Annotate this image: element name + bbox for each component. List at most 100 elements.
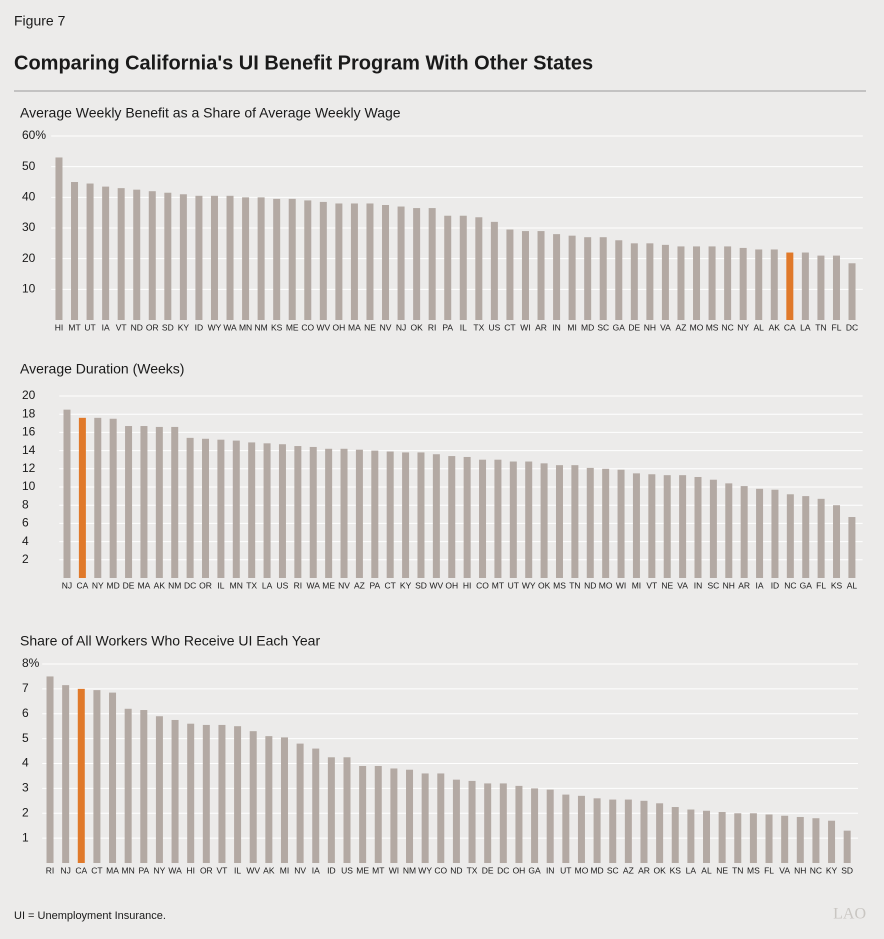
x-tick-label: NE [661,580,673,590]
x-tick-label: NV [380,322,392,332]
x-tick-label: AL [847,580,858,590]
x-tick-label: IL [217,580,224,590]
x-tick-label: ND [584,580,596,590]
x-tick-label: HI [463,580,472,590]
bar [832,255,840,320]
x-tick-label: NC [784,580,796,590]
bar [437,773,445,863]
x-tick-label: CO [476,580,489,590]
x-tick-label: NY [737,322,749,332]
bar [693,246,701,320]
chart-title: Average Duration (Weeks) [20,361,184,377]
bar [257,197,265,320]
bar [739,247,747,320]
x-tick-label: DE [482,865,494,875]
bar [555,465,563,578]
x-tick-label: WI [520,322,530,332]
x-tick-label: UT [560,865,571,875]
x-tick-label: DC [497,865,509,875]
bar [521,231,529,320]
bar [801,252,809,320]
x-tick-label: NM [168,580,181,590]
x-tick-label: ID [771,580,780,590]
x-tick-label: ND [450,865,462,875]
bar [125,426,133,578]
bar [63,409,71,578]
x-tick-label: MO [575,865,589,875]
bar [661,244,669,320]
figure-label: Figure 7 [14,13,66,29]
figure-title: Comparing California's UI Benefit Progra… [14,52,593,74]
bar [71,182,79,320]
bar [296,743,304,863]
y-tick-label: 60% [22,128,46,142]
bar [309,446,317,578]
y-tick-label: 2 [22,552,29,566]
bar [515,785,523,863]
bar [304,200,312,320]
x-tick-label: AL [754,322,765,332]
bar [828,820,836,863]
bar [709,479,717,578]
bar [386,451,394,578]
x-tick-label: US [488,322,500,332]
bar [602,468,610,578]
bar [325,448,333,578]
bar [630,243,638,320]
x-tick-label: ID [327,865,336,875]
bar [327,757,335,863]
bar [371,450,379,578]
bar [335,203,343,320]
bar [740,486,748,578]
bar [62,685,70,863]
bar [463,456,471,578]
bar [677,246,685,320]
x-tick-label: TX [467,865,478,875]
bar [781,815,789,863]
bar [718,812,726,863]
x-tick-label: NY [154,865,166,875]
x-tick-label: ME [286,322,299,332]
bar [817,255,825,320]
chart-title: Average Weekly Benefit as a Share of Ave… [20,105,401,121]
x-tick-label: OH [513,865,526,875]
x-tick-label: DC [184,580,196,590]
bar [164,192,172,320]
bar [171,719,179,863]
bar [46,676,54,863]
bar [599,237,607,320]
bar [833,505,841,578]
x-tick-label: MO [690,322,704,332]
logo: LAO [833,906,866,923]
bar [531,788,539,863]
x-tick-label: WI [616,580,626,590]
x-tick-label: VA [660,322,671,332]
bar [568,235,576,320]
bar [640,800,648,863]
bar [448,456,456,578]
bar [140,426,148,578]
y-tick-label: 7 [22,681,29,695]
bar [609,799,617,863]
x-tick-label: AK [154,580,166,590]
x-tick-label: MA [138,580,151,590]
x-tick-label: MS [553,580,566,590]
bar [756,488,764,578]
x-tick-label: WV [430,580,444,590]
bar [78,417,86,578]
x-tick-label: WA [223,322,237,332]
x-tick-label: OK [653,865,666,875]
x-tick-label: OK [410,322,423,332]
x-tick-label: WA [307,580,321,590]
x-tick-label: MD [107,580,120,590]
x-tick-label: MN [122,865,135,875]
bar [343,757,351,863]
x-tick-label: DE [123,580,135,590]
bar [848,517,856,578]
bar [615,240,623,320]
y-tick-label: 14 [22,443,36,457]
bar [617,469,625,578]
bar [770,249,778,320]
x-tick-label: WY [522,580,536,590]
